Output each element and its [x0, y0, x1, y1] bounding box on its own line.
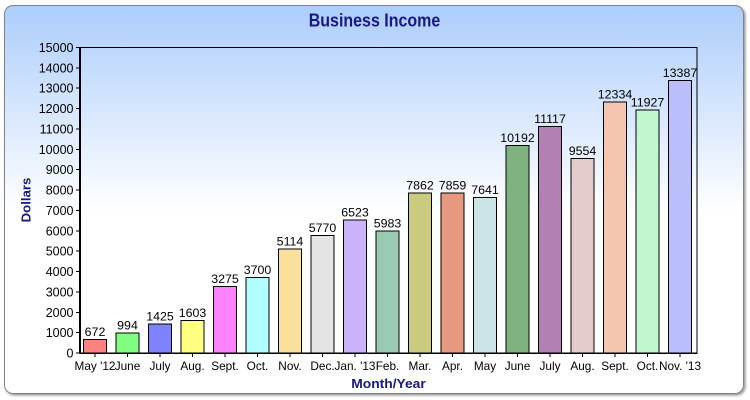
svg-text:15000: 15000	[39, 41, 74, 55]
svg-text:13000: 13000	[39, 82, 74, 96]
svg-text:Sept.: Sept.	[601, 359, 629, 373]
svg-text:Aug.: Aug.	[570, 359, 594, 373]
svg-text:May: May	[474, 359, 496, 373]
svg-text:Aug.: Aug.	[180, 359, 204, 373]
svg-text:10000: 10000	[39, 143, 74, 157]
svg-text:7862: 7862	[406, 178, 434, 192]
svg-text:11117: 11117	[534, 112, 566, 126]
svg-text:5114: 5114	[277, 234, 304, 248]
svg-text:11927: 11927	[631, 96, 665, 110]
svg-text:7000: 7000	[46, 204, 74, 218]
svg-text:Feb.: Feb.	[376, 359, 400, 373]
svg-text:14000: 14000	[39, 61, 74, 75]
svg-text:6523: 6523	[341, 206, 369, 220]
svg-text:Dec.: Dec.	[310, 359, 334, 373]
svg-text:7859: 7859	[439, 178, 467, 192]
svg-text:Dollars: Dollars	[19, 178, 34, 223]
svg-text:Business Income: Business Income	[309, 11, 441, 31]
svg-text:Nov. '13: Nov. '13	[659, 359, 701, 373]
svg-text:1425: 1425	[146, 309, 174, 323]
svg-text:9554: 9554	[569, 144, 597, 158]
svg-text:12000: 12000	[39, 102, 74, 116]
svg-text:12334: 12334	[598, 87, 633, 101]
svg-text:0: 0	[67, 347, 74, 361]
svg-text:Apr.: Apr.	[442, 359, 463, 373]
svg-text:994: 994	[117, 318, 138, 332]
svg-text:July: July	[150, 359, 171, 373]
svg-text:Oct.: Oct.	[637, 359, 659, 373]
svg-text:May '12: May '12	[75, 359, 116, 373]
svg-text:13387: 13387	[663, 66, 698, 80]
svg-text:5770: 5770	[309, 221, 337, 235]
svg-text:3000: 3000	[46, 285, 74, 299]
svg-text:7641: 7641	[471, 183, 499, 197]
svg-text:5000: 5000	[46, 245, 74, 259]
svg-text:Nov.: Nov.	[278, 359, 301, 373]
svg-text:9000: 9000	[46, 163, 74, 177]
svg-text:3275: 3275	[211, 272, 239, 286]
svg-text:672: 672	[85, 325, 106, 339]
svg-text:Jan. '13: Jan. '13	[335, 359, 376, 373]
svg-text:8000: 8000	[46, 184, 74, 198]
svg-text:June: June	[115, 359, 141, 373]
svg-text:10192: 10192	[500, 131, 535, 145]
svg-text:1000: 1000	[46, 326, 74, 340]
svg-text:4000: 4000	[46, 265, 74, 279]
svg-text:2000: 2000	[46, 306, 74, 320]
svg-text:5983: 5983	[374, 217, 402, 231]
svg-text:11000: 11000	[40, 123, 74, 137]
svg-text:June: June	[505, 359, 531, 373]
svg-text:July: July	[540, 359, 561, 373]
svg-text:Month/Year: Month/Year	[351, 376, 426, 391]
svg-text:Sept.: Sept.	[211, 359, 239, 373]
svg-text:Oct.: Oct.	[247, 359, 269, 373]
svg-text:1603: 1603	[179, 306, 207, 320]
svg-text:6000: 6000	[46, 224, 74, 238]
svg-text:3700: 3700	[244, 263, 272, 277]
svg-text:Mar.: Mar.	[409, 359, 432, 373]
